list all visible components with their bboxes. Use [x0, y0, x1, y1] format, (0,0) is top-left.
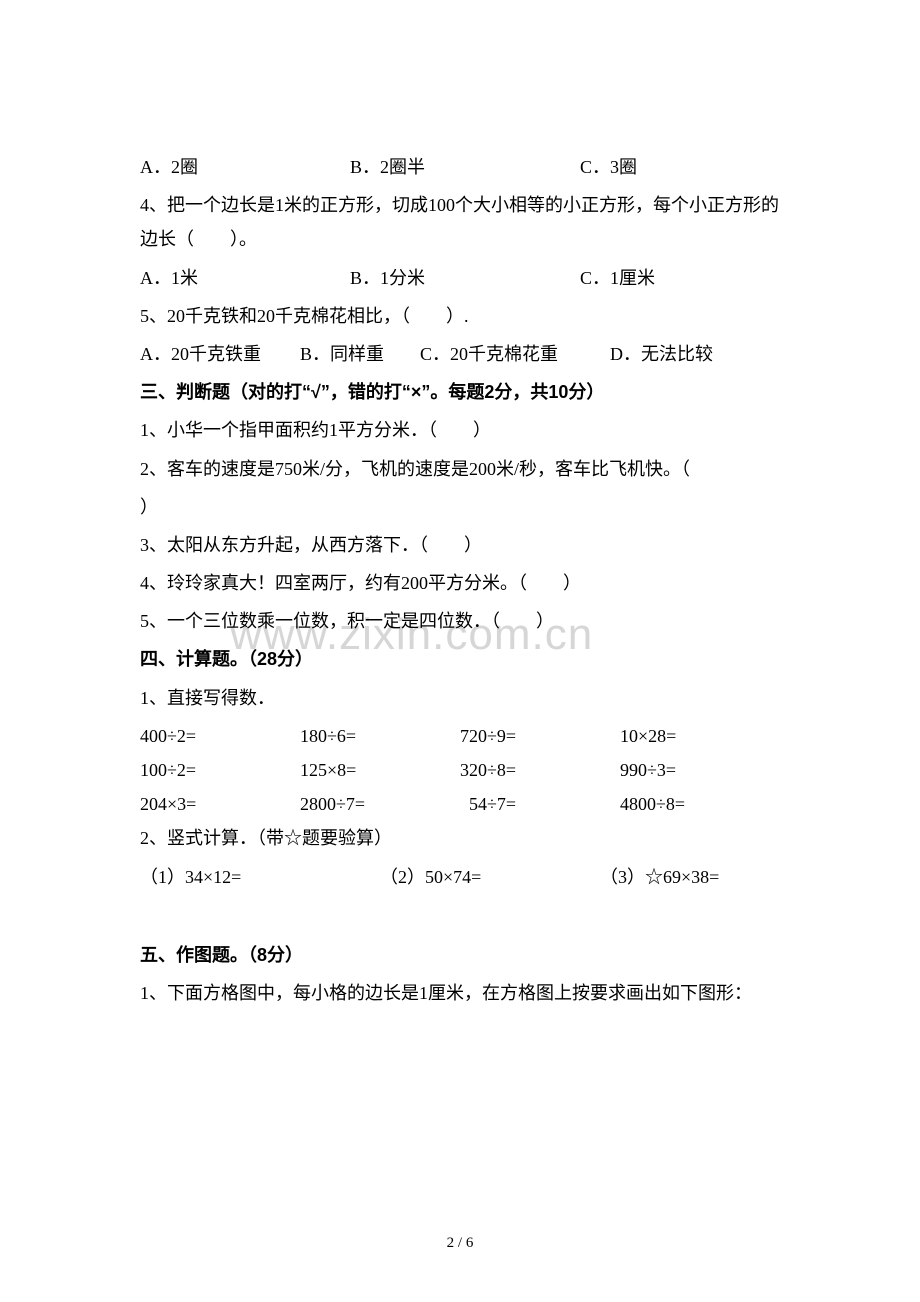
q4-text: 4、把一个边长是1米的正方形，切成100个大小相等的小正方形，每个小正方形的边长…	[140, 188, 780, 256]
s3-q2b: ）	[140, 490, 780, 524]
s5-q1: 1、下面方格图中，每小格的边长是1厘米，在方格图上按要求画出如下图形：	[140, 976, 780, 1010]
calc-r3c1: 204×3=	[140, 787, 300, 821]
calc-r2c2: 125×8=	[300, 753, 460, 787]
calc-r2c3: 320÷8=	[460, 753, 620, 787]
s4-q2-items: （1）34×12= （2）50×74= （3）☆69×38=	[140, 860, 780, 894]
section4-title: 四、计算题。（28分）	[140, 642, 780, 676]
section5-title: 五、作图题。（8分）	[140, 938, 780, 972]
s3-q2a: 2、客车的速度是750米/分，飞机的速度是200米/秒，客车比飞机快。（	[140, 452, 780, 486]
calc-r3c4: 4800÷8=	[620, 787, 780, 821]
page-number: 2 / 6	[0, 1235, 920, 1252]
s3-q5: 5、一个三位数乘一位数，积一定是四位数．（ ）	[140, 604, 780, 638]
s4-q2-label: 2、竖式计算．（带☆题要验算）	[140, 821, 780, 855]
q4-opt-a: A．1米	[140, 261, 350, 295]
calc-r1c4: 10×28=	[620, 719, 780, 753]
calc-row-2: 100÷2= 125×8= 320÷8= 990÷3=	[140, 753, 780, 787]
q5-opt-b: B．同样重	[300, 337, 420, 371]
q4-options: A．1米 B．1分米 C．1厘米	[140, 261, 780, 295]
calc-r2c1: 100÷2=	[140, 753, 300, 787]
q3-opt-a: A．2圈	[140, 150, 350, 184]
s4-q2-c: （3）☆69×38=	[600, 860, 719, 894]
calc-r1c2: 180÷6=	[300, 719, 460, 753]
calc-r3c2: 2800÷7=	[300, 787, 460, 821]
calc-row-3: 204×3= 2800÷7= 54÷7= 4800÷8=	[140, 787, 780, 821]
s3-q3: 3、太阳从东方升起，从西方落下．（ ）	[140, 528, 780, 562]
q3-options: A．2圈 B．2圈半 C．3圈	[140, 150, 780, 184]
page-content: A．2圈 B．2圈半 C．3圈 4、把一个边长是1米的正方形，切成100个大小相…	[0, 50, 920, 1074]
calc-r2c4: 990÷3=	[620, 753, 780, 787]
calc-row-1: 400÷2= 180÷6= 720÷9= 10×28=	[140, 719, 780, 753]
q3-opt-b: B．2圈半	[350, 150, 580, 184]
s4-q2-a: （1）34×12=	[140, 860, 380, 894]
q5-options: A．20千克铁重 B．同样重 C．20千克棉花重 D．无法比较	[140, 337, 780, 371]
s4-q1-label: 1、直接写得数．	[140, 681, 780, 715]
s3-q1: 1、小华一个指甲面积约1平方分米．（ ）	[140, 413, 780, 447]
q5-opt-a: A．20千克铁重	[140, 337, 300, 371]
q3-opt-c: C．3圈	[580, 150, 637, 184]
s4-q2-b: （2）50×74=	[380, 860, 600, 894]
q5-text: 5、20千克铁和20千克棉花相比，（ ）.	[140, 299, 780, 333]
calc-r1c1: 400÷2=	[140, 719, 300, 753]
calc-r3c3: 54÷7=	[460, 787, 620, 821]
q5-opt-d: D．无法比较	[610, 337, 713, 371]
q5-opt-c: C．20千克棉花重	[420, 337, 610, 371]
calc-r1c3: 720÷9=	[460, 719, 620, 753]
q4-opt-b: B．1分米	[350, 261, 580, 295]
q4-opt-c: C．1厘米	[580, 261, 655, 295]
s3-q4: 4、玲玲家真大！四室两厅，约有200平方分米。（ ）	[140, 566, 780, 600]
section3-title: 三、判断题（对的打“√”，错的打“×”。每题2分，共10分）	[140, 375, 780, 409]
spacer	[140, 898, 780, 938]
